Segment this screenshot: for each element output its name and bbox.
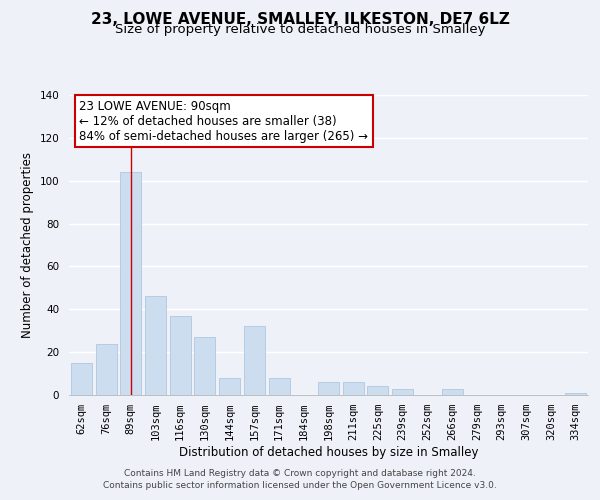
Bar	[120, 172, 141, 395]
Bar	[442, 388, 463, 395]
Bar	[194, 337, 215, 395]
Bar	[95, 344, 116, 395]
Bar	[565, 393, 586, 395]
Text: 23 LOWE AVENUE: 90sqm
← 12% of detached houses are smaller (38)
84% of semi-deta: 23 LOWE AVENUE: 90sqm ← 12% of detached …	[79, 100, 368, 142]
Bar	[71, 363, 92, 395]
Bar	[244, 326, 265, 395]
Bar	[392, 388, 413, 395]
Bar	[318, 382, 339, 395]
Text: Contains public sector information licensed under the Open Government Licence v3: Contains public sector information licen…	[103, 481, 497, 490]
Bar	[269, 378, 290, 395]
Text: Contains HM Land Registry data © Crown copyright and database right 2024.: Contains HM Land Registry data © Crown c…	[124, 468, 476, 477]
X-axis label: Distribution of detached houses by size in Smalley: Distribution of detached houses by size …	[179, 446, 478, 458]
Bar	[343, 382, 364, 395]
Bar	[367, 386, 388, 395]
Y-axis label: Number of detached properties: Number of detached properties	[21, 152, 34, 338]
Bar	[170, 316, 191, 395]
Text: 23, LOWE AVENUE, SMALLEY, ILKESTON, DE7 6LZ: 23, LOWE AVENUE, SMALLEY, ILKESTON, DE7 …	[91, 12, 509, 28]
Bar	[145, 296, 166, 395]
Text: Size of property relative to detached houses in Smalley: Size of property relative to detached ho…	[115, 22, 485, 36]
Bar	[219, 378, 240, 395]
